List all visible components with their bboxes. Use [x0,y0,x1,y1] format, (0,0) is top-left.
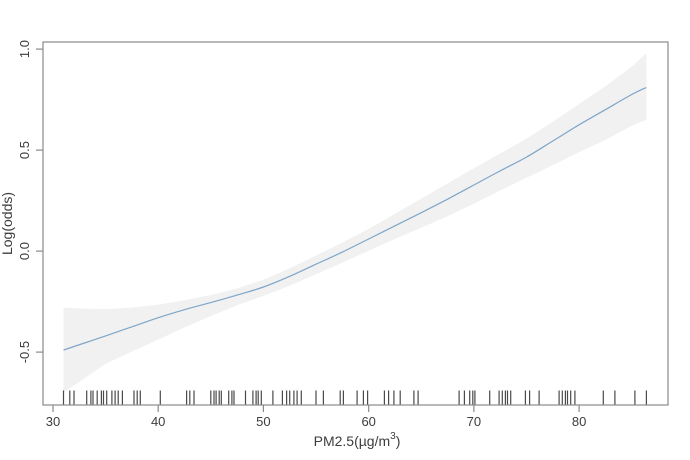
x-axis-ticks: 30 40 50 60 70 80 [46,405,586,429]
x-tick-label: 30 [46,414,60,429]
x-tick-label: 80 [572,414,586,429]
x-axis-title: PM2.5(µg/m3) [314,431,401,449]
rug-marks [62,390,648,405]
confidence-band-area [63,53,647,393]
y-tick-label: 0.5 [17,141,32,159]
y-axis-ticks: -0.5 0.0 0.5 1.0 [17,40,43,363]
y-tick-label: 1.0 [17,40,32,58]
x-tick-label: 50 [256,414,270,429]
y-tick-label: -0.5 [17,341,32,363]
x-axis-title-superscript: 3 [390,431,396,442]
y-axis-title: Log(odds) [0,192,15,255]
x-axis-title-close: ) [396,433,401,449]
smooth-line [63,86,647,351]
smooth-line-path [63,86,647,351]
plot-border [42,41,669,406]
y-tick-label: 0.0 [17,242,32,260]
x-axis-title-main: PM2.5(µg/m [314,433,391,449]
x-tick-label: 40 [151,414,165,429]
x-tick-label: 70 [467,414,481,429]
confidence-band [63,53,647,393]
x-tick-label: 60 [361,414,375,429]
plot-box [42,41,669,406]
